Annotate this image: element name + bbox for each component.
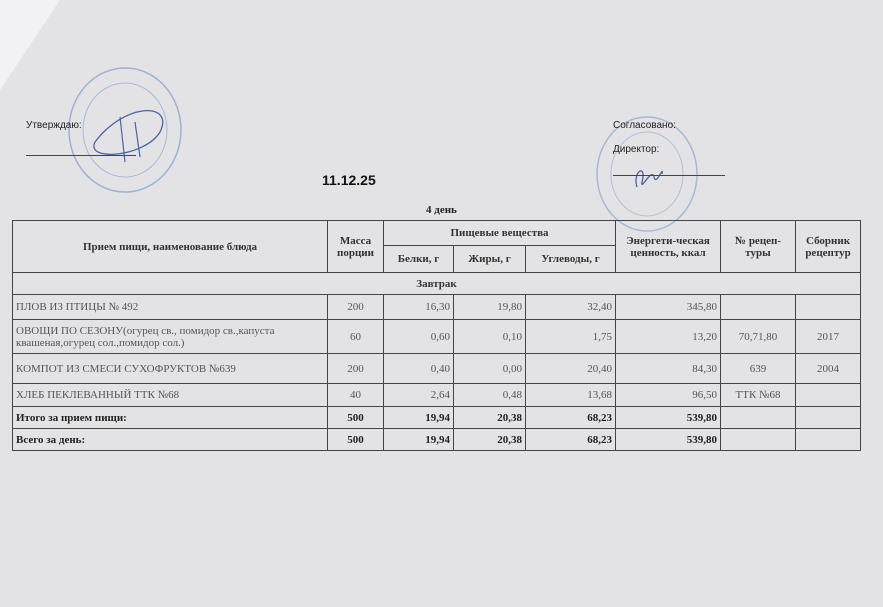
protein-cell: 0,40 bbox=[383, 353, 454, 384]
carbs-cell: 68,23 bbox=[524, 428, 617, 451]
table-row: КОМПОТ ИЗ СМЕСИ СУХОФРУКТОВ №639 200 0,40 0… bbox=[12, 353, 862, 384]
energy-cell: 345,80 bbox=[615, 294, 722, 320]
menu-date: 11.12.25 bbox=[322, 172, 376, 188]
carbs-cell: 13,68 bbox=[524, 383, 617, 407]
collection-cell bbox=[795, 383, 862, 407]
col-protein: Белки, г bbox=[383, 245, 454, 273]
dish-name: ХЛЕБ ПЕКЛЕВАННЫЙ ТТК №68 bbox=[12, 383, 328, 407]
collection-cell bbox=[795, 294, 862, 320]
recipe-cell: 70,71,80 bbox=[720, 319, 797, 354]
empty-cell bbox=[720, 406, 797, 429]
protein-cell: 0,60 bbox=[383, 319, 454, 354]
energy-cell: 84,30 bbox=[615, 353, 722, 384]
energy-cell: 539,80 bbox=[615, 428, 722, 451]
dish-name: ОВОЩИ ПО СЕЗОНУ(огурец св., помидор св.,… bbox=[12, 319, 328, 354]
mass-cell: 500 bbox=[327, 406, 384, 429]
menu-day: 4 день bbox=[426, 204, 457, 216]
agreed-label: Согласовано: bbox=[613, 120, 676, 131]
stamp-left bbox=[68, 67, 182, 193]
carbs-cell: 1,75 bbox=[524, 319, 617, 354]
totals-label: Всего за день: bbox=[12, 428, 328, 451]
col-recipe: № рецеп-туры bbox=[720, 220, 797, 273]
fat-cell: 20,38 bbox=[453, 428, 526, 451]
mass-cell: 200 bbox=[327, 353, 384, 384]
col-collection: Сборник рецептур bbox=[795, 220, 862, 273]
table-row: ХЛЕБ ПЕКЛЕВАННЫЙ ТТК №68 40 2,64 0,48 13,68 9… bbox=[12, 383, 862, 407]
mass-cell: 40 bbox=[327, 383, 384, 407]
table-row: ПЛОВ ИЗ ПТИЦЫ № 492 200 16,30 19,80 32,40 345… bbox=[12, 294, 862, 320]
empty-cell bbox=[795, 428, 862, 451]
protein-cell: 19,94 bbox=[383, 428, 454, 451]
totals-row: Всего за день: 500 19,94 20,38 68,23 539,80 bbox=[12, 428, 862, 451]
fat-cell: 20,38 bbox=[453, 406, 526, 429]
fat-cell: 0,10 bbox=[453, 319, 526, 354]
section-breakfast: Завтрак bbox=[11, 272, 862, 295]
totals-row: Итого за прием пищи: 500 19,94 20,38 68,23 53… bbox=[12, 406, 862, 429]
carbs-cell: 20,40 bbox=[524, 353, 617, 384]
approve-signature-line bbox=[26, 155, 136, 156]
fat-cell: 0,00 bbox=[453, 353, 526, 384]
carbs-cell: 32,40 bbox=[524, 294, 617, 320]
col-name: Прием пищи, наименование блюда bbox=[12, 220, 328, 273]
col-energy: Энергети-ческая ценность, ккал bbox=[615, 220, 722, 273]
approve-label: Утверждаю: bbox=[26, 120, 82, 131]
energy-cell: 539,80 bbox=[615, 406, 722, 429]
col-nutrients: Пищевые вещества bbox=[382, 220, 617, 246]
paper-corner bbox=[0, 0, 60, 90]
col-carbs: Углеводы, г bbox=[524, 245, 617, 273]
protein-cell: 2,64 bbox=[383, 383, 454, 407]
col-fat: Жиры, г bbox=[453, 245, 526, 273]
recipe-cell: ТТК №68 bbox=[720, 383, 797, 407]
col-mass: Масса порции bbox=[327, 220, 384, 273]
energy-cell: 13,20 bbox=[615, 319, 722, 354]
energy-cell: 96,50 bbox=[615, 383, 722, 407]
mass-cell: 200 bbox=[327, 294, 384, 320]
totals-label: Итого за прием пищи: bbox=[12, 406, 328, 429]
fat-cell: 0,48 bbox=[453, 383, 526, 407]
empty-cell bbox=[720, 428, 797, 451]
director-signature-line bbox=[613, 175, 725, 176]
table-row: ОВОЩИ ПО СЕЗОНУ(огурец св., помидор св.,… bbox=[12, 319, 862, 354]
dish-name: КОМПОТ ИЗ СМЕСИ СУХОФРУКТОВ №639 bbox=[12, 353, 328, 384]
collection-cell: 2004 bbox=[795, 353, 862, 384]
collection-cell: 2017 bbox=[795, 319, 862, 354]
fat-cell: 19,80 bbox=[453, 294, 526, 320]
empty-cell bbox=[795, 406, 862, 429]
protein-cell: 16,30 bbox=[383, 294, 454, 320]
carbs-cell: 68,23 bbox=[524, 406, 617, 429]
menu-table: Прием пищи, наименование блюда Масса пор… bbox=[11, 220, 862, 451]
recipe-cell bbox=[720, 294, 797, 320]
dish-name: ПЛОВ ИЗ ПТИЦЫ № 492 bbox=[12, 294, 328, 320]
director-label: Директор: bbox=[613, 144, 660, 155]
mass-cell: 60 bbox=[327, 319, 384, 354]
recipe-cell: 639 bbox=[720, 353, 797, 384]
mass-cell: 500 bbox=[327, 428, 384, 451]
protein-cell: 19,94 bbox=[383, 406, 454, 429]
